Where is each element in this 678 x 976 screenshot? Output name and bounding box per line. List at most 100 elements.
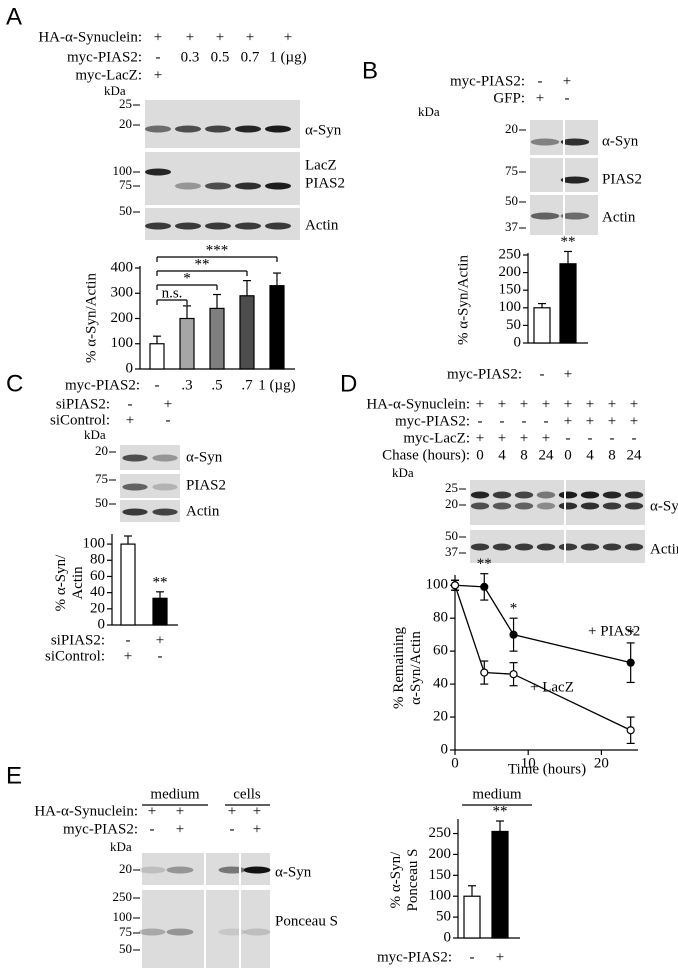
mw-marker: 50 (119, 941, 132, 956)
band-label: Actin (186, 503, 220, 519)
band-label: Ponceau S (275, 913, 338, 929)
y-tick-label: 80 (433, 610, 448, 626)
band-label: PIAS2 (602, 171, 642, 187)
blot-separator (204, 890, 206, 968)
lane-label: + (186, 29, 194, 45)
band-label: α-Syn (602, 133, 639, 149)
blot-separator (563, 120, 565, 155)
point (626, 658, 635, 667)
bar (533, 307, 551, 344)
condition-label: siPIAS2: (56, 396, 110, 412)
lane-label: - (522, 413, 527, 429)
band (166, 866, 194, 874)
band (514, 491, 534, 499)
band-label: LacZ (305, 157, 337, 173)
band (580, 491, 600, 499)
band (492, 502, 512, 510)
band (174, 222, 202, 230)
lane-label: + (564, 413, 572, 429)
sig-label: ** (561, 234, 576, 250)
lane-label: + (542, 430, 550, 446)
lane-label: + (246, 29, 254, 45)
lane-label: + (164, 396, 172, 412)
y-tick-label: 60 (90, 568, 105, 584)
band-label: PIAS2 (186, 477, 226, 493)
lane-label: + (284, 29, 292, 45)
band (602, 491, 622, 499)
band-label: α-Syn (305, 122, 342, 138)
lane-label: - (500, 413, 505, 429)
band (122, 483, 148, 491)
series-line (454, 584, 631, 664)
band (122, 454, 148, 462)
band (152, 454, 178, 462)
band (243, 928, 271, 936)
bar (559, 263, 577, 344)
band (138, 928, 166, 936)
lane-label: + (608, 396, 616, 412)
lane-label: - (166, 412, 171, 428)
x-tick-label: - (155, 377, 160, 393)
band (530, 212, 560, 220)
x-tick-label: - (126, 632, 131, 648)
band (602, 502, 622, 510)
mw-marker: 100 (113, 163, 133, 178)
x-row-label: siControl: (45, 648, 105, 664)
lane-label: - (565, 90, 570, 106)
x-row-label: myc-PIAS2: (447, 366, 522, 382)
band (218, 866, 246, 874)
y-tick-label: 250 (499, 246, 522, 262)
band (492, 543, 512, 551)
mw-marker: 37 (445, 544, 459, 559)
y-tick-label: 100 (83, 536, 106, 552)
x-tick-label: - (158, 648, 163, 664)
lane-label: + (520, 396, 528, 412)
lane-label: + (216, 29, 224, 45)
y-axis-label: Actin (70, 566, 86, 600)
y-tick-label: 40 (433, 676, 448, 692)
bar (120, 543, 136, 626)
condition-label: Chase (hours): (382, 447, 470, 463)
group-label: cells (233, 786, 261, 802)
lane-label: 8 (520, 447, 528, 463)
mw-marker: 20 (445, 496, 458, 511)
panel-letter: C (6, 370, 23, 397)
panel-letter: D (340, 370, 357, 397)
mw-marker: 75 (95, 471, 108, 486)
bar (149, 343, 165, 370)
band-label: Actin (602, 209, 636, 225)
point (480, 582, 489, 591)
chart-title: medium (472, 786, 521, 802)
y-axis-label: Ponceau S (405, 849, 421, 912)
mw-marker: 20 (119, 861, 132, 876)
band-label: Actin (650, 541, 678, 557)
band (144, 125, 172, 133)
kda-label: kDa (418, 104, 440, 119)
kda-label: kDa (110, 839, 132, 854)
band (558, 491, 578, 499)
mw-marker: 25 (445, 480, 458, 495)
y-tick-label: 100 (111, 335, 134, 351)
lane-label: + (154, 67, 162, 83)
bar (209, 307, 225, 370)
blot-separator (239, 853, 241, 885)
lane-label: + (542, 396, 550, 412)
band (204, 182, 232, 190)
x-tick-label: 0 (451, 755, 459, 771)
band (264, 182, 292, 190)
mw-marker: 25 (119, 96, 132, 111)
band (580, 502, 600, 510)
blot-separator (239, 890, 241, 968)
band (560, 212, 590, 220)
sig-label: ** (195, 256, 210, 272)
lane-label: + (176, 803, 184, 819)
y-axis-label: % α-Syn/Actin (83, 273, 99, 363)
condition-label: myc-PIAS2: (67, 49, 142, 65)
y-tick-label: 0 (126, 360, 134, 376)
y-tick-label: 0 (514, 334, 522, 350)
x-tick-label: 10 (521, 755, 536, 771)
blot-separator (204, 853, 206, 885)
sig-label: * (627, 625, 635, 641)
band (144, 168, 172, 176)
